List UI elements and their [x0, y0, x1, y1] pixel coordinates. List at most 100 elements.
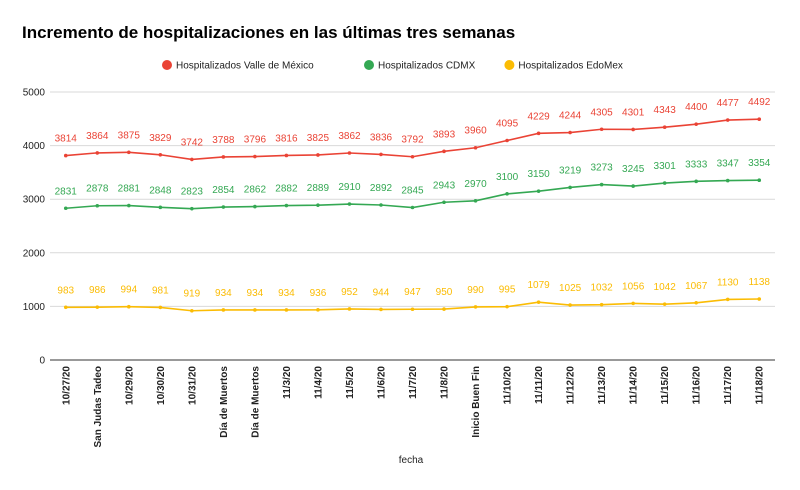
y-tick-label: 2000 — [23, 248, 46, 259]
series-group: 3814 3864 3875 3829 3742 3788 3796 3816 3825 3862… — [55, 97, 771, 313]
data-label: 990 — [467, 285, 484, 296]
x-tick-label: 10/30/20 — [156, 366, 167, 405]
data-label: 2854 — [212, 185, 235, 196]
legend-marker — [364, 60, 374, 70]
data-point — [63, 206, 68, 211]
data-label: 1032 — [591, 283, 614, 294]
data-label: 3301 — [654, 161, 677, 172]
x-tick-label: 11/14/20 — [629, 366, 640, 405]
data-point — [95, 203, 100, 208]
data-label: 4244 — [559, 111, 582, 122]
data-point — [284, 153, 289, 158]
data-label: 1138 — [748, 277, 770, 288]
data-point — [694, 122, 698, 126]
x-tick-label: 11/5/20 — [345, 366, 356, 399]
data-point — [410, 307, 415, 312]
data-point — [536, 189, 541, 193]
x-tick-label: 10/27/20 — [61, 366, 72, 405]
data-point — [662, 302, 667, 306]
data-point — [284, 203, 289, 208]
x-tick-label: 11/15/20 — [660, 366, 671, 405]
x-tick-label: 11/10/20 — [503, 366, 514, 405]
data-point — [190, 157, 194, 162]
data-point — [95, 305, 100, 309]
data-label: 2845 — [401, 186, 424, 197]
data-label: 1067 — [685, 281, 708, 292]
data-label: 3814 — [55, 134, 78, 145]
data-label: 2862 — [244, 185, 267, 196]
data-point — [536, 300, 541, 304]
y-tick-label: 0 — [39, 356, 45, 367]
data-point — [221, 205, 226, 209]
data-label: 3347 — [717, 159, 740, 170]
data-label: 2910 — [338, 182, 361, 193]
x-tick-label: Inicio Buen Fin — [471, 366, 482, 438]
data-point — [253, 308, 257, 312]
data-label: 934 — [247, 288, 264, 299]
data-label: 3836 — [370, 132, 393, 143]
data-point — [442, 200, 446, 205]
y-tick-label: 5000 — [23, 88, 46, 99]
data-label: 4301 — [622, 107, 645, 118]
x-axis-label: fecha — [399, 455, 424, 466]
data-point — [127, 203, 131, 208]
data-label: 1025 — [559, 283, 582, 294]
data-point — [221, 308, 226, 312]
x-tick-label: San Judas Tadeo — [93, 366, 104, 448]
data-label: 3273 — [591, 163, 614, 174]
data-point — [631, 127, 635, 132]
data-label: 3245 — [622, 164, 645, 175]
series-1: 2831 2878 2881 2848 2823 2854 2862 2882 2889 2910… — [55, 158, 771, 211]
data-point — [63, 153, 68, 158]
data-point — [757, 297, 762, 301]
chart-title: Incremento de hospitalizaciones en las ú… — [22, 23, 515, 42]
data-point — [662, 125, 667, 130]
y-tick-label: 3000 — [23, 195, 46, 206]
legend: Hospitalizados Valle de México Hospitaliz… — [162, 60, 623, 72]
series-2: 983 986 994 981 919 934 934 934 936 952 944 947 950 9… — [57, 277, 770, 313]
x-tick-label: 11/3/20 — [282, 366, 293, 399]
data-label: 983 — [57, 285, 74, 296]
legend-marker — [504, 60, 515, 70]
data-label: 3788 — [212, 135, 235, 146]
x-tick-label: Día de Muertos — [250, 366, 261, 438]
data-point — [347, 307, 352, 311]
data-label: 2831 — [55, 186, 78, 197]
data-point — [379, 307, 383, 312]
data-point — [757, 117, 762, 122]
data-label: 1042 — [654, 282, 677, 293]
data-label: 3816 — [275, 133, 298, 144]
data-point — [505, 192, 509, 196]
x-axis: 10/27/20 San Judas Tadeo 10/29/20 10/30/20 1… — [61, 366, 765, 448]
x-tick-label: 11/13/20 — [597, 366, 608, 405]
data-point — [694, 179, 698, 184]
data-point — [599, 302, 604, 307]
data-point — [725, 118, 730, 122]
data-label: 950 — [436, 287, 453, 298]
data-point — [347, 151, 352, 155]
data-point — [473, 199, 478, 203]
data-label: 3219 — [559, 165, 582, 176]
data-label: 952 — [341, 287, 358, 298]
y-tick-label: 4000 — [23, 141, 46, 152]
x-tick-label: Día de Muertos — [219, 366, 230, 438]
x-tick-label: 11/4/20 — [313, 366, 324, 399]
data-label: 944 — [373, 287, 390, 298]
data-point — [410, 154, 415, 159]
data-point — [253, 154, 257, 159]
data-label: 3875 — [118, 130, 141, 141]
x-tick-label: 11/17/20 — [723, 366, 734, 405]
data-label: 2848 — [149, 185, 172, 196]
data-label: 919 — [184, 289, 201, 300]
data-label: 2892 — [370, 183, 393, 194]
data-point — [158, 152, 163, 157]
data-point — [631, 301, 635, 306]
x-tick-label: 11/8/20 — [440, 366, 451, 399]
data-point — [505, 304, 509, 309]
data-label: 2823 — [181, 187, 204, 198]
data-label: 2881 — [118, 184, 141, 195]
x-tick-label: 11/18/20 — [755, 366, 766, 405]
data-point — [442, 149, 446, 154]
data-label: 3792 — [401, 135, 424, 146]
y-axis: 0 1000 2000 3000 4000 5000 — [23, 88, 46, 367]
